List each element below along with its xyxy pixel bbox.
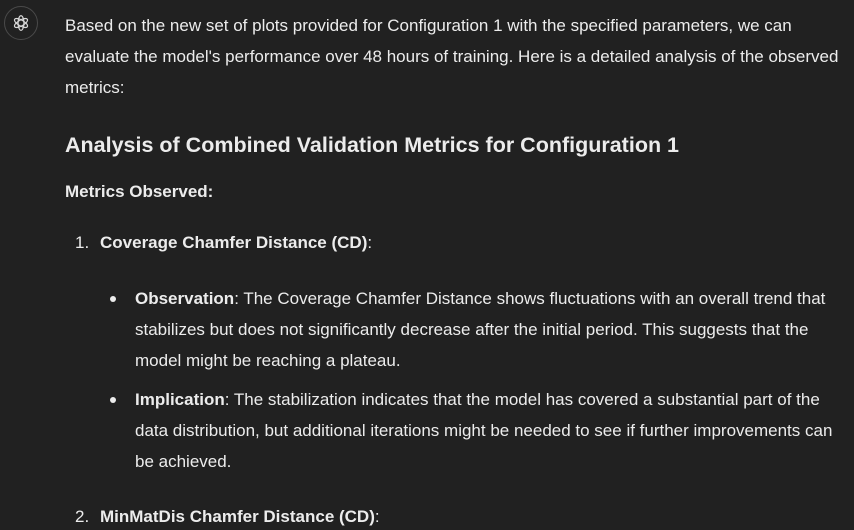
bullet-text: : The Coverage Chamfer Distance shows fl…	[135, 289, 826, 370]
bullet-term: Implication	[135, 390, 225, 409]
list-item-coverage-cd: 1. Coverage Chamfer Distance (CD):	[65, 230, 845, 256]
intro-paragraph: Based on the new set of plots provided f…	[65, 16, 839, 97]
list-number: 1.	[75, 233, 90, 252]
list-item-title: MinMatDis Chamfer Distance (CD)	[100, 507, 375, 526]
list-item-suffix: :	[367, 233, 373, 252]
openai-logo-icon	[13, 15, 29, 31]
list-number: 2.	[75, 507, 90, 526]
list-item-minmatdis-cd: 2. MinMatDis Chamfer Distance (CD):	[65, 504, 845, 530]
list-item-suffix: :	[374, 507, 380, 526]
bullet-implication: Implication: The stabilization indicates…	[100, 384, 845, 477]
list-item-title: Coverage Chamfer Distance (CD)	[100, 233, 368, 252]
bullet-term: Observation	[135, 289, 235, 308]
assistant-message: Based on the new set of plots provided f…	[65, 10, 845, 530]
bullet-dot-icon	[110, 397, 116, 403]
bullet-dot-icon	[110, 296, 116, 302]
metrics-observed-label: Metrics Observed:	[65, 182, 214, 201]
bullet-observation: Observation: The Coverage Chamfer Distan…	[100, 283, 845, 376]
coverage-cd-bullets: Observation: The Coverage Chamfer Distan…	[65, 283, 845, 477]
assistant-avatar	[4, 6, 38, 40]
analysis-heading: Analysis of Combined Validation Metrics …	[65, 133, 680, 157]
bullet-text: : The stabilization indicates that the m…	[135, 390, 833, 471]
